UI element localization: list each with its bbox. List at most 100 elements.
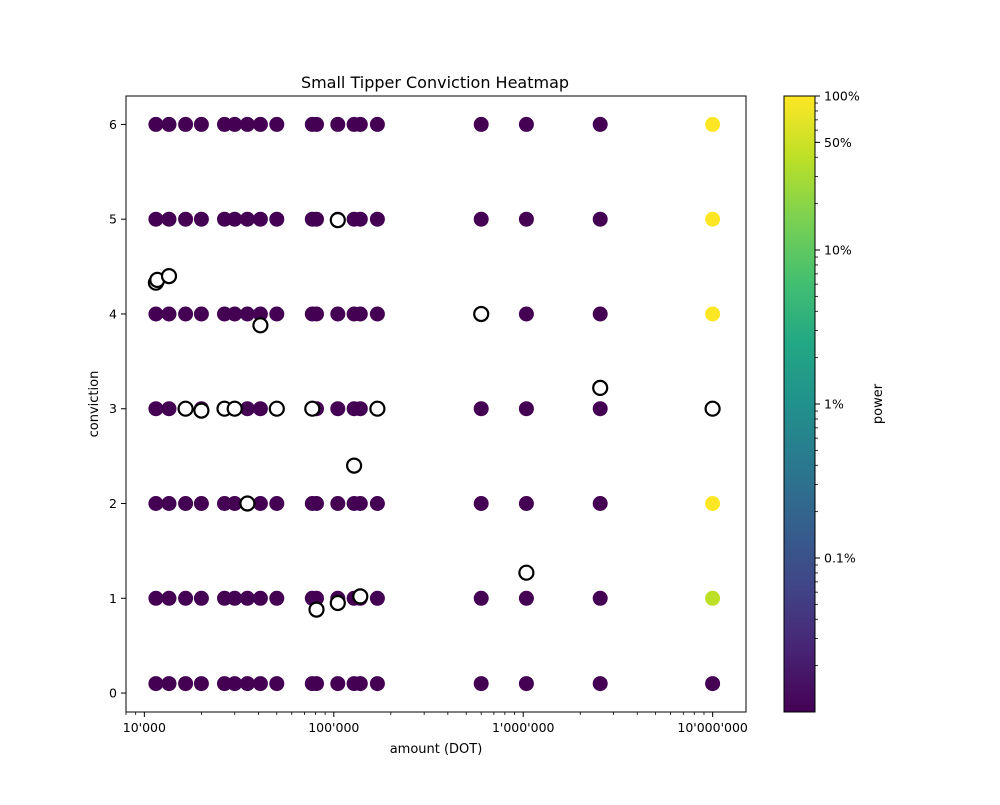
data-point xyxy=(148,116,164,132)
data-point xyxy=(309,116,324,132)
data-point xyxy=(239,211,255,227)
data-point xyxy=(252,306,268,322)
open-marker xyxy=(252,317,269,334)
open-marker xyxy=(239,495,256,512)
data-point xyxy=(473,116,489,132)
data-point xyxy=(518,590,534,606)
data-point xyxy=(330,676,346,692)
data-point xyxy=(227,590,243,606)
open-marker xyxy=(473,305,490,323)
open-marker xyxy=(352,588,369,605)
x-tick-label: 100'000 xyxy=(308,720,359,735)
data-point xyxy=(161,211,177,227)
data-point xyxy=(309,676,324,692)
data-point xyxy=(178,676,194,692)
data-point xyxy=(193,496,209,511)
data-point xyxy=(369,211,385,227)
data-point xyxy=(518,306,534,322)
data-point xyxy=(252,401,268,417)
data-point xyxy=(369,590,385,606)
data-point xyxy=(252,676,268,692)
data-point xyxy=(161,590,177,606)
x-axis-ticks: 10'000 100'000 1'000'000 10'000'000 xyxy=(123,712,748,735)
data-point xyxy=(193,676,209,692)
data-point xyxy=(705,211,721,227)
open-marker xyxy=(177,400,194,417)
data-point xyxy=(239,676,255,692)
data-point xyxy=(518,496,534,511)
y-tick-label: 0 xyxy=(109,686,117,701)
colorbar-tick-label: 100% xyxy=(824,89,860,104)
open-marker xyxy=(304,400,321,417)
open-marker xyxy=(346,457,363,474)
data-point xyxy=(227,116,243,132)
data-point xyxy=(193,116,209,132)
data-point xyxy=(352,676,368,692)
data-point xyxy=(352,211,368,227)
data-point xyxy=(148,211,164,227)
data-point xyxy=(269,590,285,606)
x-tick-label: 1'000'000 xyxy=(492,720,555,735)
y-tick-label: 1 xyxy=(109,591,117,606)
open-marker xyxy=(160,268,178,285)
data-point xyxy=(178,496,194,511)
y-axis-ticks: 0 1 2 3 4 5 6 xyxy=(109,117,126,701)
data-point xyxy=(269,116,285,132)
data-point xyxy=(352,401,368,417)
data-point xyxy=(309,211,324,227)
data-points xyxy=(148,116,721,692)
data-point xyxy=(330,306,346,322)
data-point xyxy=(239,116,255,132)
data-point xyxy=(369,676,385,692)
data-point xyxy=(705,676,721,692)
data-point xyxy=(161,496,177,511)
data-point xyxy=(178,116,194,132)
data-point xyxy=(592,496,608,511)
data-point xyxy=(178,306,194,322)
data-point xyxy=(178,211,194,227)
colorbar-tick-label: 0.1% xyxy=(824,551,856,566)
colorbar-ticks: 100% 50% 10% 1% 0.1% xyxy=(815,89,860,667)
data-point xyxy=(592,590,608,606)
data-point xyxy=(148,590,164,606)
data-point xyxy=(148,401,164,417)
data-point xyxy=(227,211,243,227)
data-point xyxy=(592,676,608,692)
data-point xyxy=(518,676,534,692)
y-tick-label: 2 xyxy=(109,496,117,511)
data-point xyxy=(239,590,255,606)
y-tick-label: 6 xyxy=(109,117,117,132)
open-marker xyxy=(193,402,210,419)
data-point xyxy=(309,496,324,511)
colorbar-tick-label: 50% xyxy=(824,135,852,150)
data-point xyxy=(518,211,534,227)
data-point xyxy=(592,401,608,417)
open-marker xyxy=(592,379,609,396)
data-point xyxy=(473,496,489,511)
data-point xyxy=(309,306,324,322)
data-point xyxy=(352,496,368,511)
x-axis-label: amount (DOT) xyxy=(390,742,483,757)
data-point xyxy=(193,306,209,322)
data-point xyxy=(239,306,255,322)
data-point xyxy=(252,211,268,227)
data-point xyxy=(161,306,177,322)
data-point xyxy=(161,676,177,692)
colorbar-tick-label: 1% xyxy=(824,397,844,412)
open-marker xyxy=(329,594,346,612)
data-point xyxy=(193,590,209,606)
open-marker xyxy=(704,400,721,417)
data-point xyxy=(252,116,268,132)
y-tick-label: 3 xyxy=(109,401,117,416)
data-point xyxy=(161,401,177,417)
data-point xyxy=(239,401,255,417)
data-point xyxy=(369,306,385,322)
open-marker xyxy=(369,400,386,417)
data-point xyxy=(473,676,489,692)
data-point xyxy=(269,676,285,692)
data-point xyxy=(330,496,346,511)
data-point xyxy=(227,306,243,322)
data-point xyxy=(269,306,285,322)
y-axis-label: conviction xyxy=(87,371,102,438)
